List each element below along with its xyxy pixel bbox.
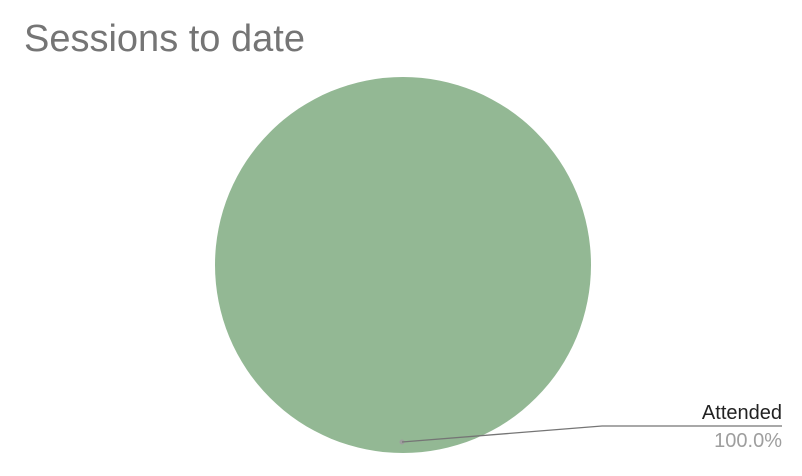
pie-slice-attended <box>215 77 591 453</box>
pie-labels: Attended 100.0% <box>399 402 782 452</box>
slice-label-value: 100.0% <box>714 430 782 452</box>
chart-title: Sessions to date <box>24 18 305 60</box>
pie-slices <box>215 77 591 453</box>
slice-label-name: Attended <box>702 402 782 424</box>
leader-line <box>401 425 782 443</box>
